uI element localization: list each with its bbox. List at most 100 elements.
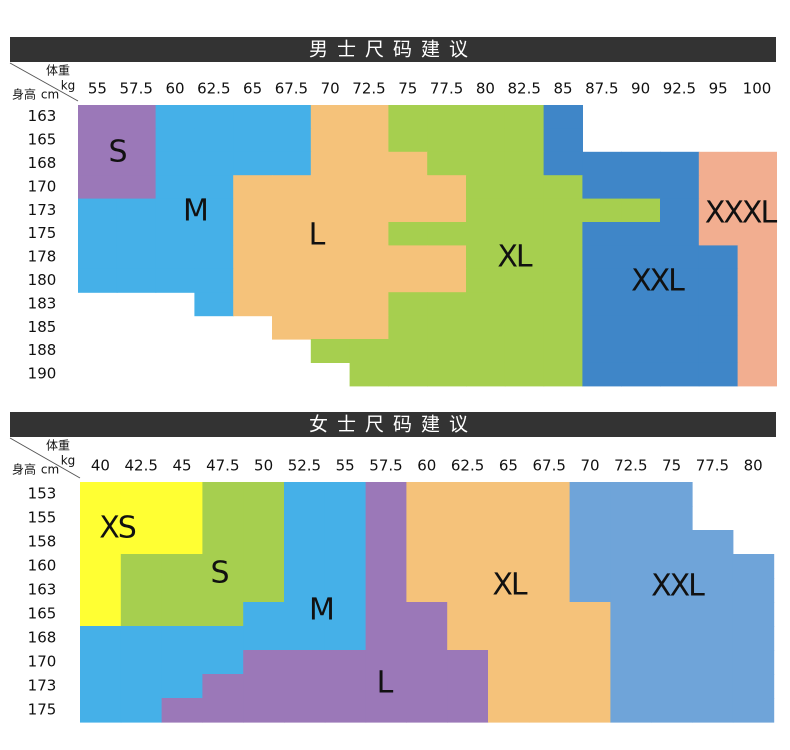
corner-weight-unit: kg: [61, 454, 76, 468]
size-cell: [504, 268, 545, 293]
size-cell: [660, 198, 700, 223]
size-cell: [388, 151, 428, 176]
size-cell: [365, 578, 407, 603]
size-cell: [349, 245, 389, 270]
size-cell: [504, 362, 545, 387]
size-cell: [310, 315, 351, 340]
size-cell: [621, 222, 661, 246]
size-cell: [427, 245, 467, 270]
size-cell: [528, 698, 571, 723]
size-cell: [447, 626, 489, 651]
size-cell: [120, 578, 163, 603]
size-cell: [161, 698, 203, 723]
height-label: 158: [28, 533, 57, 551]
size-label: M: [309, 593, 333, 628]
size-cell: [272, 175, 312, 200]
size-cell: [80, 506, 122, 531]
size-cell: [692, 554, 734, 579]
size-cell: [610, 650, 652, 675]
size-cell: [488, 506, 530, 531]
size-cell: [388, 105, 428, 129]
size-cell: [427, 268, 467, 293]
size-cell: [504, 245, 545, 270]
size-cell: [732, 674, 775, 699]
size-label: XS: [99, 511, 136, 546]
size-cell: [202, 506, 244, 531]
size-cell: [543, 105, 583, 129]
size-cell: [120, 554, 163, 579]
size-cell: [621, 292, 661, 317]
corner-diagonal: [9, 62, 79, 102]
height-label: 163: [28, 107, 57, 125]
size-cell: [427, 175, 467, 200]
size-cell: [651, 626, 693, 651]
size-cell: [272, 268, 312, 293]
size-cell: [155, 151, 195, 176]
size-cell: [651, 530, 693, 555]
weight-label: 92.5: [663, 80, 696, 98]
size-cell: [272, 151, 312, 176]
weight-label: 90: [631, 80, 650, 98]
size-cell: [610, 554, 652, 579]
size-cell: [272, 128, 312, 153]
size-cell: [488, 530, 530, 555]
size-cell: [582, 362, 622, 387]
height-label: 178: [28, 248, 57, 266]
size-cell: [427, 105, 467, 129]
size-cell: [388, 292, 428, 317]
size-cell: [324, 482, 367, 507]
size-cell: [582, 315, 622, 340]
size-cell: [365, 674, 407, 699]
size-cell: [582, 292, 622, 317]
size-cell: [543, 292, 583, 317]
size-cell: [651, 578, 693, 603]
size-cell: [698, 151, 739, 176]
weight-label: 72.5: [614, 457, 647, 475]
size-cell: [194, 245, 234, 270]
size-cell: [488, 698, 530, 723]
size-cell: [233, 222, 273, 246]
size-cell: [569, 482, 611, 507]
size-cell: [698, 292, 739, 317]
size-cell: [528, 554, 571, 579]
size-cell: [610, 674, 652, 699]
size-cell: [504, 222, 545, 246]
size-cell: [569, 554, 611, 579]
size-cell: [120, 602, 163, 627]
size-cell: [324, 530, 367, 555]
size-cell: [161, 626, 203, 651]
size-cell: [324, 626, 367, 651]
size-cell: [202, 698, 244, 723]
size-cell: [202, 626, 244, 651]
corner-diagonal: [9, 437, 81, 479]
size-cell: [732, 554, 775, 579]
size-cell: [161, 674, 203, 699]
size-cell: [155, 175, 195, 200]
size-cell: [488, 674, 530, 699]
size-cell: [732, 602, 775, 627]
size-cell: [349, 292, 389, 317]
size-cell: [447, 650, 489, 675]
size-cell: [349, 198, 389, 223]
size-cell: [621, 315, 661, 340]
weight-label: 95: [709, 80, 728, 98]
size-cell: [243, 506, 285, 531]
size-cell: [466, 105, 506, 129]
corner-weight: 体重: [46, 64, 70, 78]
size-cell: [621, 268, 661, 293]
size-cell: [651, 698, 693, 723]
size-cell: [610, 506, 652, 531]
size-cell: [243, 674, 285, 699]
size-cell: [324, 602, 367, 627]
size-cell: [732, 578, 775, 603]
weight-label: 60: [417, 457, 436, 475]
size-cell: [737, 198, 777, 223]
size-cell: [284, 578, 326, 603]
size-label: XXL: [651, 569, 705, 604]
size-cell: [651, 554, 693, 579]
size-cell: [284, 506, 326, 531]
height-label: 170: [28, 653, 57, 671]
size-cell: [569, 674, 611, 699]
size-cell: [310, 245, 351, 270]
corner-weight: 体重: [46, 439, 70, 453]
